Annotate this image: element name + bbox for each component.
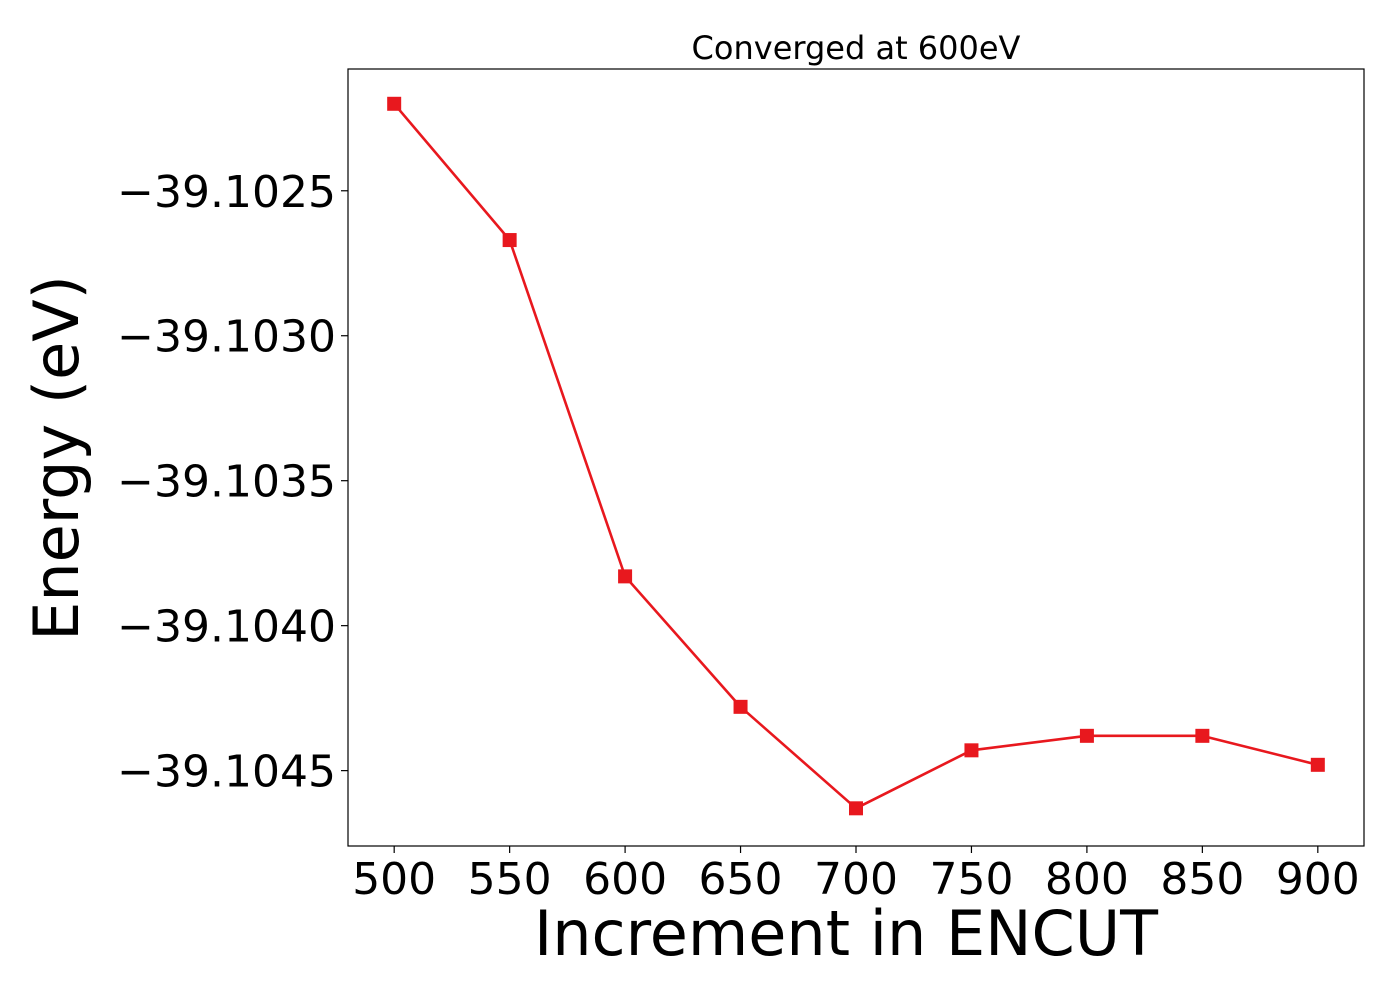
x-tick-label: 850: [1160, 854, 1244, 905]
x-axis: 500 550 600 650 700 750 800 850 900: [352, 846, 1360, 905]
y-tick-label: −39.1025: [117, 167, 336, 218]
data-point: [618, 569, 633, 584]
plot-area: [387, 96, 1325, 816]
data-point: [1079, 728, 1094, 743]
y-tick-label: −39.1045: [117, 747, 336, 798]
data-point: [502, 233, 517, 248]
x-tick-label: 900: [1276, 854, 1360, 905]
data-point: [733, 699, 748, 714]
data-point: [849, 801, 863, 816]
data-point: [1310, 757, 1325, 772]
x-tick-label: 550: [468, 854, 552, 905]
chart-title: Converged at 600eV: [692, 29, 1021, 67]
series-line: [393, 102, 1319, 810]
x-tick-label: 650: [699, 854, 783, 905]
y-axis: −39.1025 −39.1030 −39.1035 −39.1040 −39.1045: [117, 167, 348, 798]
y-tick-label: −39.1040: [117, 602, 336, 653]
x-tick-label: 700: [814, 854, 898, 905]
y-tick-label: −39.1030: [117, 312, 336, 363]
y-axis-label: Energy (eV): [20, 275, 93, 641]
plot-frame: [347, 68, 1365, 847]
x-tick-label: 800: [1045, 854, 1129, 905]
y-tick-label: −39.1035: [117, 457, 336, 508]
x-axis-label: Increment in ENCUT: [534, 897, 1159, 970]
data-point: [1195, 728, 1210, 743]
x-tick-label: 500: [352, 854, 436, 905]
data-point: [964, 743, 979, 758]
x-tick-label: 600: [583, 854, 667, 905]
data-point: [387, 96, 402, 111]
x-tick-label: 750: [929, 854, 1013, 905]
